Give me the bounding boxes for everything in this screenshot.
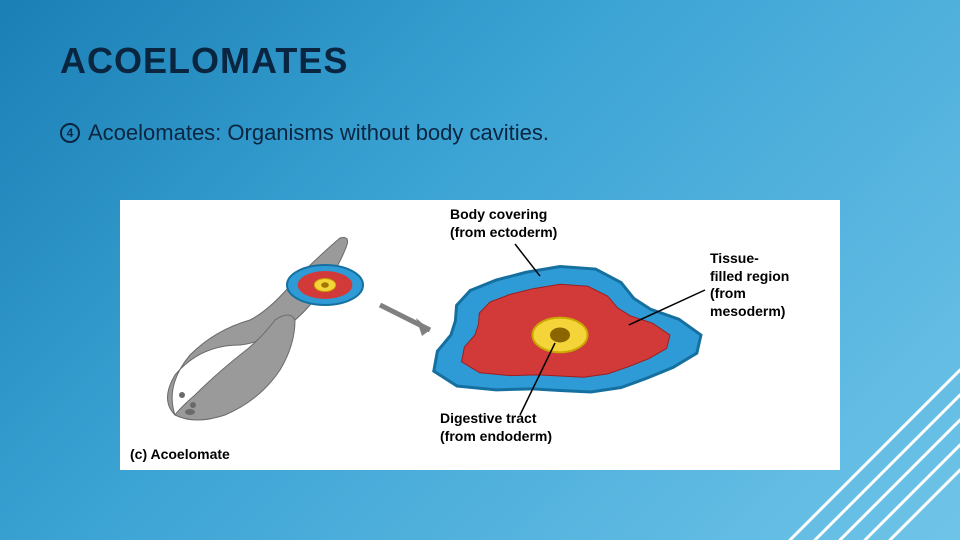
label-digestive-tract: Digestive tract(from endoderm): [440, 410, 552, 445]
diagram-panel: Body covering(from ectoderm) Tissue-fill…: [120, 200, 840, 470]
label-body-covering: Body covering(from ectoderm): [450, 206, 557, 241]
bullet-item: 4 Acoelomates: Organisms without body ca…: [60, 120, 549, 146]
slide-title: ACOELOMATES: [60, 40, 348, 82]
label-tissue-region: Tissue-filled region(frommesoderm): [710, 250, 789, 320]
diagram-caption: (c) Acoelomate: [130, 446, 230, 462]
bullet-marker-icon: 4: [60, 123, 80, 143]
bullet-text: Acoelomates: Organisms without body cavi…: [88, 120, 549, 146]
